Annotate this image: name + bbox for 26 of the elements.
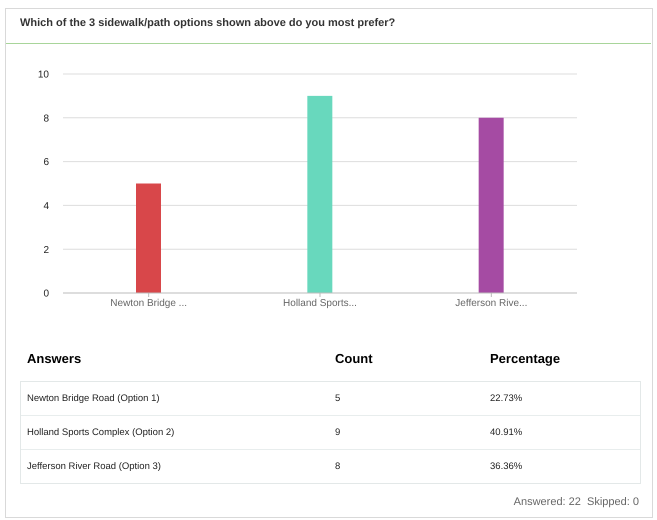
text: 9 [335,427,340,438]
text: Answers [27,351,82,366]
x-tick-label: Holland Sports... [283,298,357,310]
text: Jefferson River Road (Option 3) [27,461,161,472]
y-tick-label: 6 [43,157,50,168]
chart-title: Which of the 3 sidewalk/path options shown above do you most prefer? [20,17,396,29]
text: Newton Bridge Road (Option 1) [27,393,160,404]
x-tick-label: Jefferson Rive... [455,298,528,310]
text: 5 [335,393,340,404]
y-tick-label: 10 [38,70,50,81]
text: 40.91% [490,427,522,438]
text: Percentage [490,351,560,366]
x-tick-label: Newton Bridge ... [110,298,188,310]
bar [478,118,504,293]
y-tick-label: 4 [43,200,50,212]
y-tick-label: 8 [43,113,50,124]
text: Count [335,351,373,366]
text: 36.36% [490,461,522,472]
bar [136,184,161,293]
text: Holland Sports Complex (Option 2) [27,427,174,438]
bar [307,96,332,293]
text: Answered: 22 Skipped: 0 [514,496,639,508]
text: 8 [335,461,340,472]
y-tick-label: 0 [43,288,50,300]
text: 22.73% [490,393,522,404]
y-tick-label: 2 [43,244,50,256]
